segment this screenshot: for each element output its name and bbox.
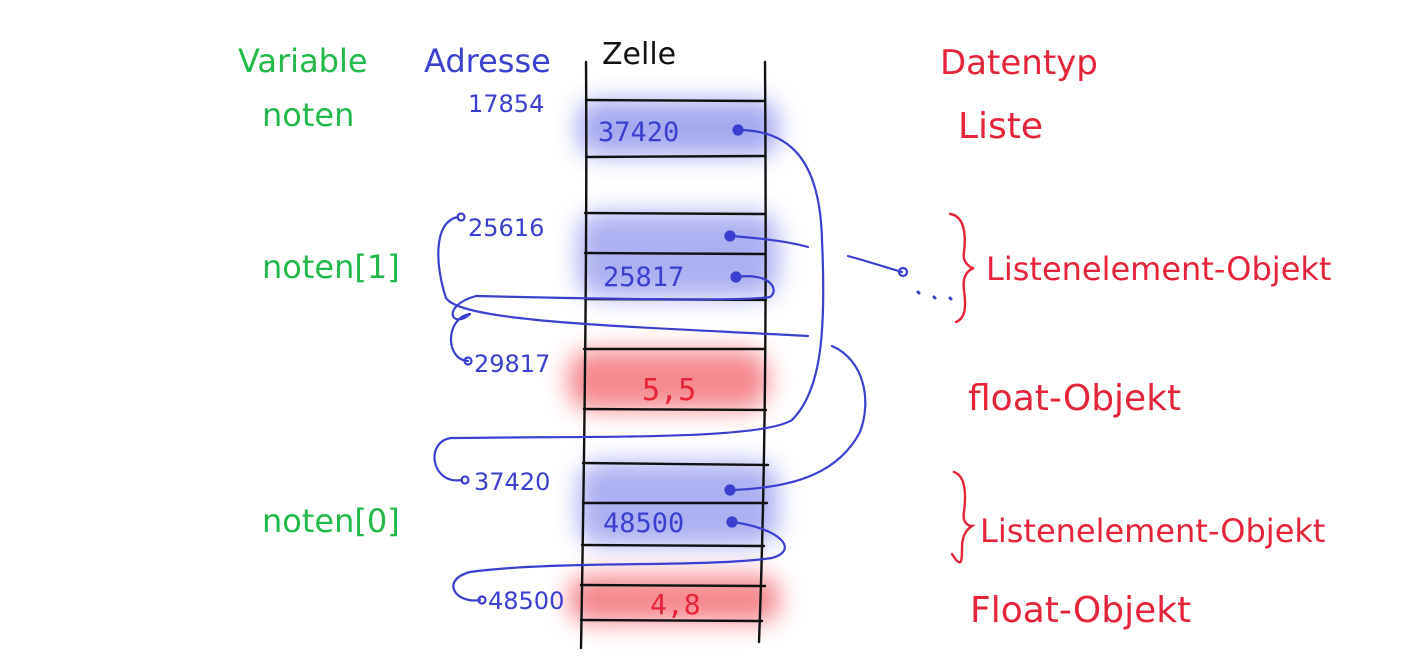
type-listenelement-1: Listenelement-Objekt	[986, 250, 1331, 288]
pointer-dot	[463, 356, 473, 366]
cell-divider	[580, 543, 766, 548]
cell-divider	[583, 211, 767, 216]
pointer-noten1-to-25616	[437, 215, 810, 338]
variable-noten-0: noten[0]	[262, 502, 400, 540]
cell-divider	[583, 251, 767, 256]
cell-value-48500: 48500	[603, 508, 684, 539]
brace-listenelement-0	[950, 470, 976, 564]
column-left-border	[579, 60, 588, 650]
pointer-dot	[456, 212, 466, 222]
header-datentyp: Datentyp	[940, 43, 1098, 83]
variable-noten: noten	[262, 96, 354, 134]
address-17854: 17854	[468, 90, 544, 118]
pointer-dot	[730, 271, 742, 283]
cell-value-5-5: 5,5	[642, 373, 696, 408]
pointer-cell5-to-noten1	[728, 344, 867, 492]
header-adresse: Adresse	[424, 42, 551, 80]
brace-layer	[948, 212, 976, 564]
pointer-noten-to-37420	[433, 128, 825, 482]
pointer-dot	[724, 230, 736, 242]
pointer-dots-listenelement	[846, 254, 904, 274]
cell-value-4-8: 4,8	[650, 588, 701, 621]
pointer-dot	[732, 124, 744, 136]
brace-listenelement-1	[948, 212, 975, 324]
memory-column	[579, 60, 770, 650]
pointer-dot	[724, 484, 736, 496]
cell-value-25817: 25817	[603, 262, 684, 293]
highlight-red-float-1	[568, 350, 768, 410]
cell-divider	[584, 154, 767, 159]
pointer-dot	[477, 595, 487, 605]
cell-divider	[584, 98, 767, 103]
highlight-blue-noten	[578, 100, 778, 156]
pointer-cell2-to-next	[728, 234, 810, 249]
pointer-cell3-to-29817	[449, 275, 775, 363]
pointer-dot	[897, 266, 909, 278]
type-float-1: float-Objekt	[968, 378, 1181, 419]
address-29817: 29817	[474, 350, 550, 378]
address-25616: 25616	[468, 214, 544, 242]
cell-divider	[582, 407, 768, 412]
pointer-dot	[726, 516, 738, 528]
type-listenelement-0: Listenelement-Objekt	[980, 512, 1325, 550]
column-right-border	[757, 60, 767, 644]
header-variable: Variable	[238, 42, 368, 80]
type-liste: Liste	[958, 106, 1043, 147]
pointer-layer	[433, 124, 953, 605]
cell-divider	[579, 583, 767, 588]
cell-value-37420: 37420	[598, 117, 679, 148]
highlight-red-float-0	[568, 575, 780, 623]
address-37420: 37420	[474, 468, 550, 496]
address-48500: 48500	[488, 587, 564, 615]
cell-divider	[579, 618, 764, 623]
header-zelle: Zelle	[602, 37, 676, 72]
cell-divider	[581, 461, 770, 467]
variable-noten-1: noten[1]	[262, 248, 400, 286]
pointer-dot	[460, 475, 470, 485]
ellipsis-dots	[916, 290, 953, 301]
type-float-0: Float-Objekt	[970, 590, 1191, 631]
pointer-cell6-to-48500	[452, 520, 786, 602]
